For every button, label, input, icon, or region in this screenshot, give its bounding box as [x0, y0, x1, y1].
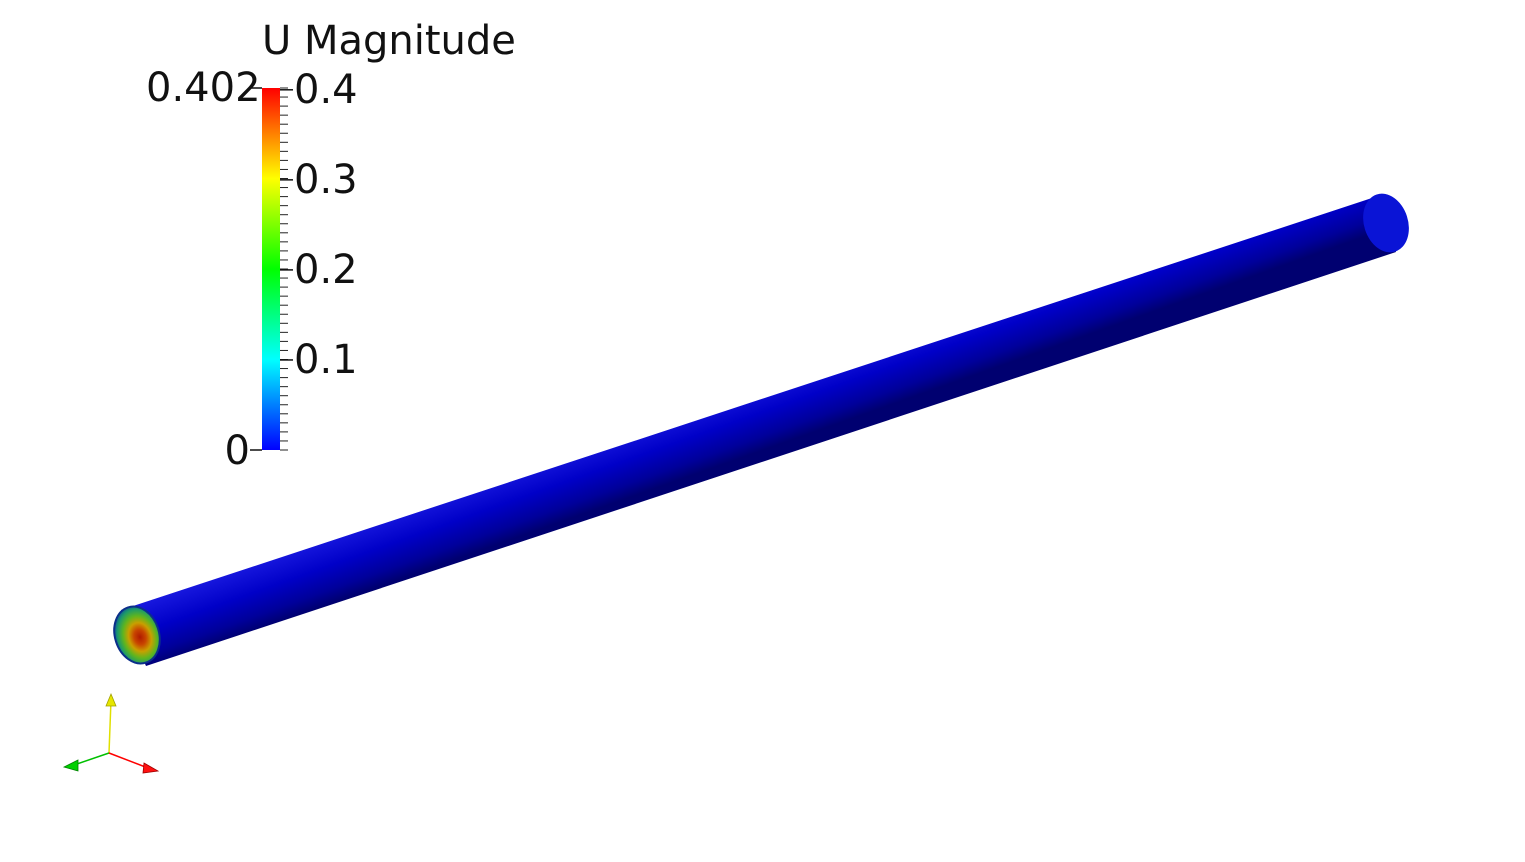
color-legend	[250, 87, 293, 451]
color-bar	[262, 88, 280, 450]
pipe-inlet-face	[113, 605, 161, 665]
axis-x-arrow	[142, 762, 160, 774]
color-bar-minor-ticks	[280, 87, 288, 451]
axis-z-line	[73, 752, 110, 766]
orientation-axes	[62, 692, 160, 774]
axis-x-line	[108, 752, 149, 769]
legend-title: U Magnitude	[262, 18, 516, 64]
legend-range-min: 0	[224, 428, 250, 474]
color-bar-tick-label: 0.4	[294, 66, 358, 113]
legend-range-max: 0.402	[146, 65, 261, 111]
axis-y-line	[108, 699, 112, 754]
color-bar-major-ticks	[250, 87, 293, 451]
axis-z-arrow	[62, 759, 79, 772]
pipe-outlet-cap	[1363, 193, 1409, 253]
axis-y-arrow	[105, 692, 117, 707]
pipe[interactable]	[107, 188, 1416, 670]
color-bar-tick-label: 0.2	[294, 246, 358, 293]
color-bar-tick-label: 0.3	[294, 156, 358, 203]
pipe-body	[121, 196, 1396, 666]
color-bar-tick-label: 0.1	[294, 336, 358, 383]
